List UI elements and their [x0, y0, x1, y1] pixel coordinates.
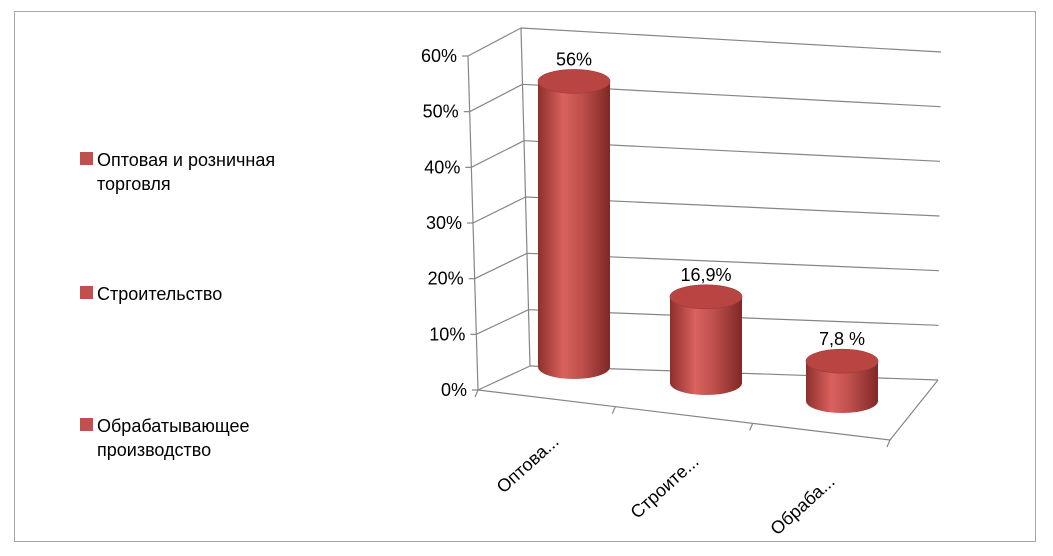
data-label: 7,8 %: [819, 329, 865, 349]
y-tick-label: 40%: [424, 157, 460, 177]
side-gridline: [467, 27, 522, 57]
side-gridline: [469, 83, 523, 113]
data-label: 16,9%: [680, 265, 731, 285]
bar-cylinder: [537, 69, 611, 380]
legend-label: Обрабатывающее производство: [97, 416, 250, 460]
side-gridline: [472, 196, 526, 224]
x-tick-label: Обраба...: [766, 471, 838, 539]
back-gridline: [520, 27, 942, 53]
x-tick-label: Оптова...: [493, 431, 563, 497]
bar-cylinder: [669, 284, 743, 395]
side-gridline: [471, 140, 525, 168]
bar-body: [670, 296, 742, 395]
legend-item-construction: Строительство: [80, 282, 347, 306]
y-tick-label: 20%: [428, 269, 464, 289]
back-wall-edge: [520, 27, 531, 367]
x-tick-mark: [474, 389, 479, 398]
legend-label: Оптовая и розничная торговля: [97, 150, 276, 194]
side-gridline: [476, 309, 529, 335]
bar-cylinder: [805, 348, 879, 413]
y-tick-label: 60%: [421, 46, 457, 66]
legend-swatch-icon: [80, 418, 93, 431]
axis-layer: [462, 27, 939, 448]
y-tick-label: 0%: [441, 380, 467, 400]
bar-body: [538, 81, 610, 380]
x-tick-label: Строите...: [627, 451, 703, 522]
side-gridline: [474, 252, 528, 280]
bar-top: [537, 69, 611, 94]
legend-swatch-icon: [80, 286, 93, 299]
y-tick-label: 30%: [426, 213, 462, 233]
legend-label: Строительство: [97, 284, 223, 304]
legend-swatch-icon: [80, 152, 93, 165]
legend-item-trade: Оптовая и розничная торговля: [80, 148, 347, 196]
y-tick-label: 50%: [423, 102, 459, 122]
bar-top: [669, 284, 743, 310]
y-axis-line: [467, 55, 479, 391]
bar-layer: [537, 69, 879, 413]
x-tick-mark: [611, 406, 616, 414]
legend-item-manufacturing: Обрабатывающее производство: [80, 414, 347, 462]
data-label: 56%: [556, 49, 592, 69]
label-layer: 0% 10% 20% 30% 40% 50% 60% 56% 16,9% 7,8 % Оптова.…: [421, 46, 865, 539]
x-tick-mark: [749, 423, 754, 431]
bar-top: [805, 348, 879, 374]
y-tick-label: 10%: [429, 324, 465, 344]
x-tick-mark: [886, 439, 891, 448]
side-gridline: [477, 365, 531, 391]
bar-body: [806, 361, 878, 413]
chart-frame: [14, 11, 1036, 542]
